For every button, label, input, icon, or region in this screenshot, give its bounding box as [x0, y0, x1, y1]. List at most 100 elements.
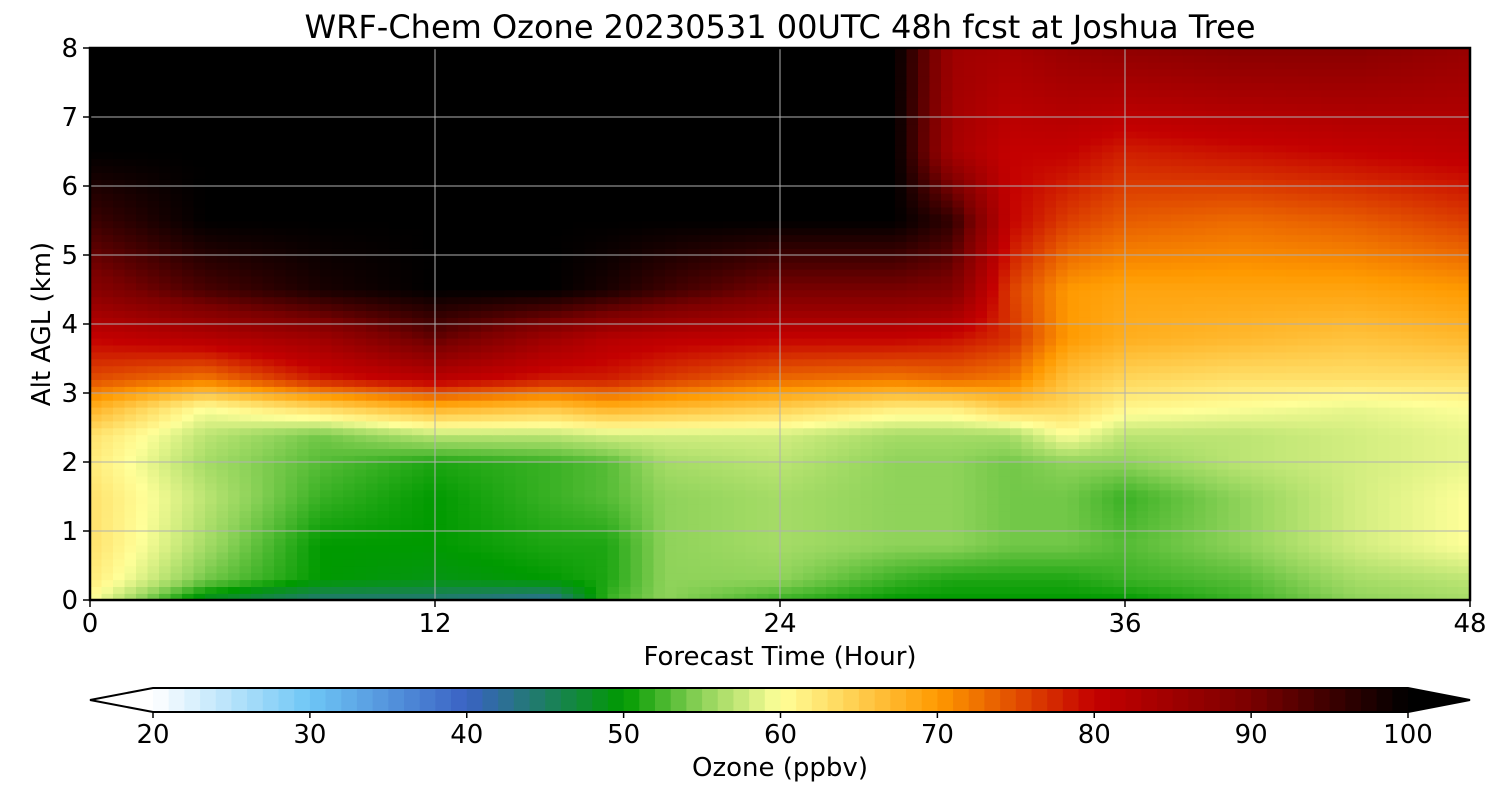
field-cell	[400, 537, 413, 546]
field-cell	[1217, 448, 1230, 456]
field-cell	[228, 558, 241, 567]
field-cell	[1148, 399, 1161, 408]
field-cell	[699, 544, 712, 553]
field-cell	[504, 379, 517, 387]
field-cell	[354, 572, 367, 581]
field-cell	[1171, 462, 1184, 470]
field-cell	[803, 544, 816, 553]
field-cell	[400, 317, 413, 325]
field-cell	[492, 310, 505, 318]
field-cell	[216, 330, 229, 339]
field-cell	[124, 572, 137, 581]
field-cell	[607, 593, 620, 600]
field-cell	[343, 393, 356, 401]
field-cell	[343, 365, 356, 374]
field-cell	[1355, 558, 1368, 567]
field-cell	[101, 482, 114, 491]
field-cell	[262, 406, 275, 415]
field-cell	[1113, 351, 1126, 360]
field-cell	[1378, 365, 1391, 374]
field-cell	[952, 330, 965, 339]
field-cell	[193, 337, 206, 346]
field-cell	[538, 324, 551, 332]
field-cell	[285, 537, 298, 546]
field-cell	[1435, 537, 1448, 546]
field-cell	[239, 358, 252, 367]
field-cell	[1424, 351, 1437, 360]
field-cell	[895, 531, 908, 539]
field-cell	[251, 427, 264, 436]
field-cell	[573, 537, 586, 546]
field-cell	[1067, 579, 1080, 587]
field-cell	[929, 475, 942, 484]
field-cell	[1309, 593, 1322, 600]
field-cell	[423, 531, 436, 539]
field-cell	[918, 434, 931, 443]
field-cell	[182, 489, 195, 498]
field-cell	[1021, 510, 1034, 518]
field-cell	[1412, 510, 1425, 518]
field-cell	[906, 317, 919, 325]
field-cell	[780, 344, 793, 353]
field-cell	[642, 358, 655, 367]
field-cell	[1148, 448, 1161, 456]
field-cell	[354, 413, 367, 422]
field-cell	[492, 586, 505, 594]
field-cell	[1171, 358, 1184, 367]
field-cell	[1090, 475, 1103, 484]
field-cell	[1401, 393, 1414, 401]
field-cell	[975, 489, 988, 498]
field-cell	[1021, 365, 1034, 374]
field-cell	[814, 351, 827, 360]
field-cell	[619, 324, 632, 332]
field-cell	[412, 420, 425, 429]
field-cell	[1320, 558, 1333, 567]
field-cell	[1366, 475, 1379, 484]
field-cell	[331, 337, 344, 346]
field-cell	[1297, 593, 1310, 600]
field-cell	[1113, 448, 1126, 456]
field-cell	[607, 510, 620, 518]
field-cell	[1389, 372, 1402, 380]
field-cell	[216, 420, 229, 429]
field-cell	[1113, 379, 1126, 387]
field-cell	[1010, 330, 1023, 339]
field-cell	[124, 544, 137, 553]
field-cell	[492, 434, 505, 443]
field-cell	[791, 475, 804, 484]
field-cell	[1044, 586, 1057, 594]
field-cell	[688, 358, 701, 367]
field-cell	[676, 558, 689, 567]
field-cell	[573, 558, 586, 567]
field-cell	[665, 434, 678, 443]
field-cell	[826, 482, 839, 491]
field-cell	[964, 358, 977, 367]
field-cell	[1240, 510, 1253, 518]
field-cell	[1389, 593, 1402, 600]
field-cell	[607, 365, 620, 374]
field-cell	[354, 558, 367, 567]
field-cell	[1159, 365, 1172, 374]
field-cell	[837, 462, 850, 470]
field-cell	[768, 393, 781, 401]
field-cell	[906, 413, 919, 422]
field-cell	[205, 503, 218, 512]
field-cell	[1079, 317, 1092, 325]
field-cell	[1079, 441, 1092, 449]
field-cell	[1182, 330, 1195, 339]
field-cell	[1263, 489, 1276, 498]
field-cell	[941, 358, 954, 367]
field-cell	[205, 551, 218, 560]
field-cell	[1217, 482, 1230, 491]
field-cell	[722, 544, 735, 553]
field-cell	[895, 393, 908, 401]
field-cell	[998, 393, 1011, 401]
field-cell	[1056, 413, 1069, 422]
field-cell	[101, 572, 114, 581]
field-cell	[734, 593, 747, 600]
field-cell	[366, 475, 379, 484]
field-cell	[1056, 330, 1069, 339]
field-cell	[366, 413, 379, 422]
field-cell	[987, 372, 1000, 380]
field-cell	[331, 365, 344, 374]
